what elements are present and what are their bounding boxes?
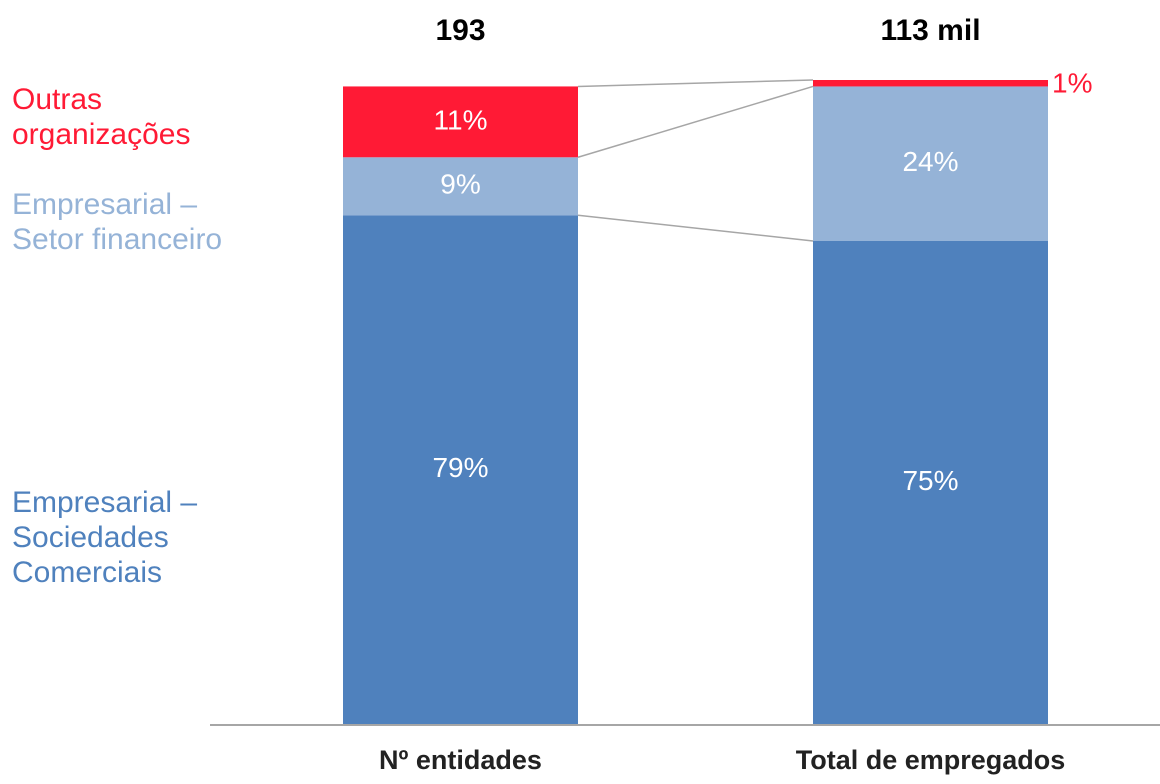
legend-label: Outras organizações <box>12 83 191 151</box>
category-label: Total de empregados <box>796 745 1066 775</box>
bar-segment <box>813 86 1048 241</box>
bar-segment <box>343 86 578 158</box>
value-label: 11% <box>434 104 488 135</box>
category-label: Nº entidades <box>379 745 542 775</box>
total-label: 193 <box>435 14 485 47</box>
connector <box>577 214 814 242</box>
bar-segment <box>813 80 1048 87</box>
connector <box>577 85 814 158</box>
value-label: 75% <box>902 465 958 496</box>
bar-segment <box>813 241 1048 724</box>
value-label: 79% <box>432 452 488 483</box>
bar-segment <box>343 215 578 725</box>
value-label: 9% <box>440 169 480 200</box>
bar-segment <box>343 157 578 216</box>
total-label: 113 mil <box>880 14 980 47</box>
value-label: 1% <box>1052 68 1092 99</box>
connector <box>577 79 814 88</box>
value-label: 24% <box>902 146 958 177</box>
legend-label: Empresarial – Sociedades Comerciais <box>12 486 198 589</box>
legend-label: Empresarial – Setor financeiro <box>12 188 223 256</box>
